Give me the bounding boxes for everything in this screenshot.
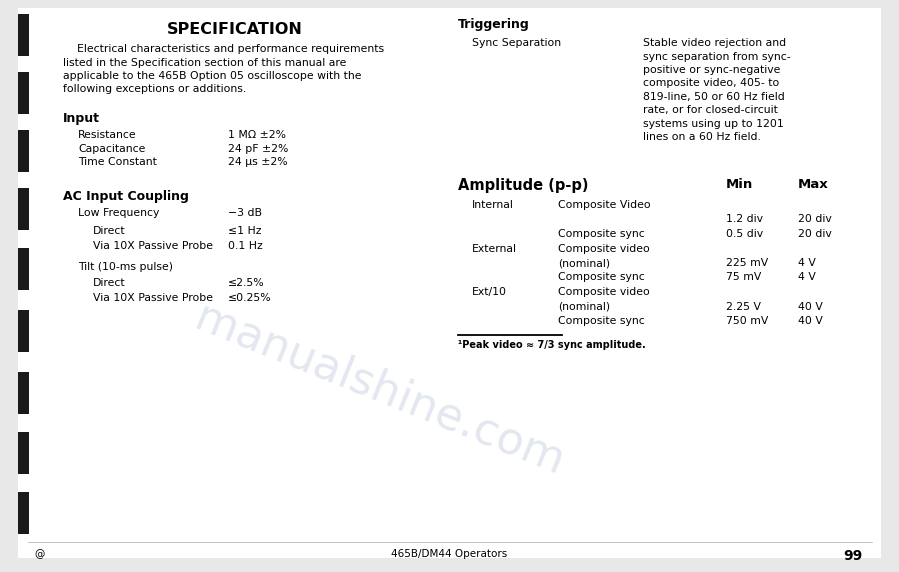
Text: sync separation from sync-: sync separation from sync- — [643, 51, 790, 62]
Text: 24 μs ±2%: 24 μs ±2% — [228, 157, 288, 167]
Text: Internal: Internal — [472, 200, 514, 210]
Text: 20 div: 20 div — [798, 214, 832, 224]
Text: rate, or for closed-circuit: rate, or for closed-circuit — [643, 105, 778, 116]
Text: Composite sync: Composite sync — [558, 272, 645, 283]
Text: Amplitude (p-p): Amplitude (p-p) — [458, 178, 589, 193]
Text: External: External — [472, 244, 517, 253]
Bar — [18, 188, 29, 230]
Text: composite video, 405- to: composite video, 405- to — [643, 78, 779, 89]
Text: Composite video: Composite video — [558, 244, 650, 253]
Text: 225 mV: 225 mV — [726, 258, 769, 268]
Bar — [18, 72, 29, 114]
Text: Low Frequency: Low Frequency — [78, 208, 159, 218]
Text: Composite video: Composite video — [558, 287, 650, 297]
Text: 2.25 V: 2.25 V — [726, 301, 761, 312]
Text: 40 V: 40 V — [798, 301, 823, 312]
Bar — [18, 310, 29, 352]
Text: 0.1 Hz: 0.1 Hz — [228, 241, 263, 251]
Text: Stable video rejection and: Stable video rejection and — [643, 38, 786, 48]
Text: Input: Input — [63, 112, 100, 125]
Text: 1.2 div: 1.2 div — [726, 214, 763, 224]
Text: Ext/10: Ext/10 — [472, 287, 507, 297]
Text: ¹Peak video ≈ 7/3 sync amplitude.: ¹Peak video ≈ 7/3 sync amplitude. — [458, 340, 645, 349]
Text: 40 V: 40 V — [798, 316, 823, 326]
Text: ≤1 Hz: ≤1 Hz — [228, 226, 262, 236]
Text: 99: 99 — [842, 549, 862, 563]
Text: Via 10X Passive Probe: Via 10X Passive Probe — [93, 241, 213, 251]
Text: 4 V: 4 V — [798, 258, 816, 268]
Text: 819-line, 50 or 60 Hz field: 819-line, 50 or 60 Hz field — [643, 92, 785, 102]
Bar — [18, 432, 29, 474]
Text: Max: Max — [798, 178, 829, 191]
Text: Time Constant: Time Constant — [78, 157, 156, 167]
Text: (nominal): (nominal) — [558, 301, 610, 312]
Text: Direct: Direct — [93, 226, 126, 236]
Bar — [18, 372, 29, 414]
Text: Capacitance: Capacitance — [78, 144, 146, 153]
Text: listed in the Specification section of this manual are: listed in the Specification section of t… — [63, 58, 346, 67]
Text: Composite Video: Composite Video — [558, 200, 651, 210]
Text: Composite sync: Composite sync — [558, 229, 645, 239]
Text: Direct: Direct — [93, 278, 126, 288]
Bar — [18, 492, 29, 534]
Text: systems using up to 1201: systems using up to 1201 — [643, 119, 784, 129]
Bar — [18, 14, 29, 56]
Text: 465B/DM44 Operators: 465B/DM44 Operators — [391, 549, 507, 559]
Text: −3 dB: −3 dB — [228, 208, 262, 218]
Bar — [18, 130, 29, 172]
Text: ≤0.25%: ≤0.25% — [228, 293, 271, 303]
Text: lines on a 60 Hz field.: lines on a 60 Hz field. — [643, 133, 761, 142]
Text: 750 mV: 750 mV — [726, 316, 769, 326]
Text: Triggering: Triggering — [458, 18, 530, 31]
Text: ≤2.5%: ≤2.5% — [228, 278, 264, 288]
Text: (nominal): (nominal) — [558, 258, 610, 268]
Bar — [18, 248, 29, 290]
Text: Min: Min — [726, 178, 753, 191]
Text: applicable to the 465B Option 05 oscilloscope with the: applicable to the 465B Option 05 oscillo… — [63, 71, 361, 81]
Text: positive or sync-negative: positive or sync-negative — [643, 65, 780, 75]
Text: 75 mV: 75 mV — [726, 272, 761, 283]
Text: @: @ — [34, 549, 44, 559]
Text: Sync Separation: Sync Separation — [472, 38, 561, 48]
Text: manualshine.com: manualshine.com — [189, 296, 571, 484]
Text: 20 div: 20 div — [798, 229, 832, 239]
Text: following exceptions or additions.: following exceptions or additions. — [63, 85, 246, 94]
Text: Electrical characteristics and performance requirements: Electrical characteristics and performan… — [63, 44, 384, 54]
Text: 0.5 div: 0.5 div — [726, 229, 763, 239]
Text: AC Input Coupling: AC Input Coupling — [63, 190, 189, 203]
Text: 4 V: 4 V — [798, 272, 816, 283]
Text: Composite sync: Composite sync — [558, 316, 645, 326]
Text: 24 pF ±2%: 24 pF ±2% — [228, 144, 289, 153]
Text: 1 MΩ ±2%: 1 MΩ ±2% — [228, 130, 286, 140]
Text: SPECIFICATION: SPECIFICATION — [167, 22, 303, 37]
Text: Tilt (10-ms pulse): Tilt (10-ms pulse) — [78, 262, 173, 272]
Text: Via 10X Passive Probe: Via 10X Passive Probe — [93, 293, 213, 303]
Text: Resistance: Resistance — [78, 130, 137, 140]
